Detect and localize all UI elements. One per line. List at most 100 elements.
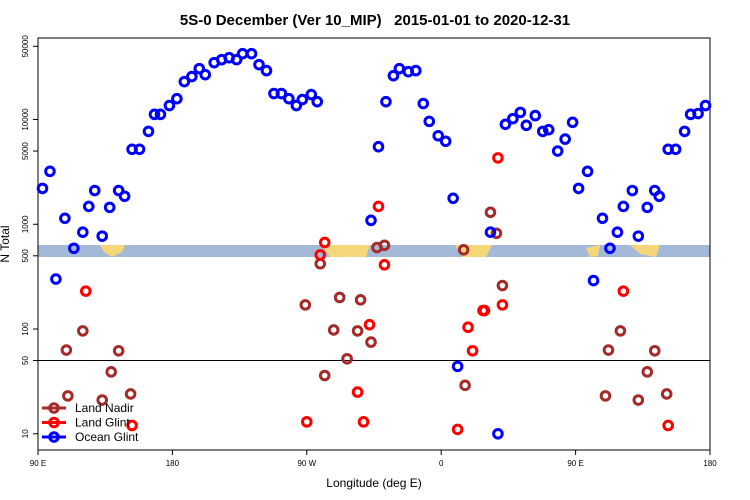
point (62, 390, 74, 402)
point (662, 419, 674, 432)
point (148, 108, 161, 121)
point (451, 423, 464, 436)
point (351, 325, 364, 337)
legend-label: Ocean Glint (75, 430, 139, 444)
point (296, 93, 309, 106)
point (118, 190, 131, 203)
y-axis-label: N Total (0, 225, 12, 262)
point (112, 344, 125, 357)
point (36, 182, 49, 195)
point (163, 99, 176, 112)
point (245, 47, 258, 60)
point (484, 226, 497, 238)
y-tick-label: 500 (21, 249, 30, 263)
point (283, 92, 295, 105)
point (327, 324, 340, 336)
y-tick-label: 50 (21, 356, 30, 365)
point (462, 321, 474, 334)
point (632, 394, 645, 406)
point (105, 366, 117, 378)
point (318, 236, 331, 249)
point (372, 140, 385, 153)
point (678, 125, 691, 138)
point (365, 214, 377, 227)
point (410, 64, 422, 77)
point (275, 87, 288, 100)
point (154, 108, 167, 121)
point (193, 62, 206, 75)
x-tick-label: 90 E (567, 459, 583, 468)
point (341, 352, 353, 365)
point (599, 390, 612, 402)
point (466, 344, 479, 357)
point (378, 239, 391, 252)
point (566, 116, 579, 129)
point (363, 318, 376, 331)
legend-label: Land Glint (75, 416, 130, 430)
point (542, 123, 555, 136)
y-tick-label: 10000 (21, 108, 30, 131)
point (478, 304, 491, 317)
point (96, 230, 109, 242)
plot-frame (37, 37, 711, 451)
x-axis-label: Longitude (deg E) (326, 476, 421, 490)
point (103, 201, 116, 214)
point (372, 200, 385, 213)
point (626, 184, 639, 197)
point (660, 388, 673, 400)
point (439, 135, 452, 148)
point (536, 125, 549, 138)
point (641, 366, 654, 378)
point (417, 97, 430, 110)
point (641, 201, 654, 214)
point (60, 344, 73, 356)
point (551, 145, 564, 157)
point (559, 133, 571, 145)
point (199, 68, 212, 81)
point (499, 118, 512, 131)
point (186, 70, 198, 83)
legend-marker (48, 431, 60, 443)
point (611, 226, 624, 238)
point (490, 227, 503, 240)
point (299, 299, 312, 311)
x-tick-label: 0 (439, 459, 444, 468)
point (365, 336, 377, 348)
point (387, 69, 400, 82)
point (357, 416, 370, 428)
point (133, 143, 146, 156)
land (586, 245, 600, 257)
point (124, 388, 137, 400)
point (459, 379, 471, 392)
series (36, 47, 712, 440)
point (314, 249, 327, 261)
series (60, 206, 673, 406)
point (648, 344, 661, 357)
point (653, 190, 666, 203)
point (484, 206, 497, 219)
point (492, 427, 504, 440)
point (596, 212, 609, 225)
y-tick-label: 100 (21, 322, 30, 336)
land (322, 245, 370, 257)
legend-marker (48, 416, 60, 429)
point (692, 107, 704, 120)
x-tick-label: 90 E (30, 459, 46, 468)
point (496, 299, 509, 311)
point (378, 259, 391, 271)
point (632, 230, 645, 242)
point (572, 182, 585, 195)
point (423, 115, 436, 128)
point (260, 64, 273, 77)
x-tick-label: 180 (166, 459, 180, 468)
point (529, 109, 542, 122)
y-tick-label: 1000 (21, 215, 30, 233)
y-tick-label: 10 (21, 429, 30, 438)
point (581, 165, 594, 178)
point (447, 192, 459, 205)
x-tick-label: 90 W (297, 459, 316, 468)
point (380, 95, 392, 108)
land (100, 245, 125, 257)
point (354, 294, 367, 306)
point (520, 119, 533, 132)
